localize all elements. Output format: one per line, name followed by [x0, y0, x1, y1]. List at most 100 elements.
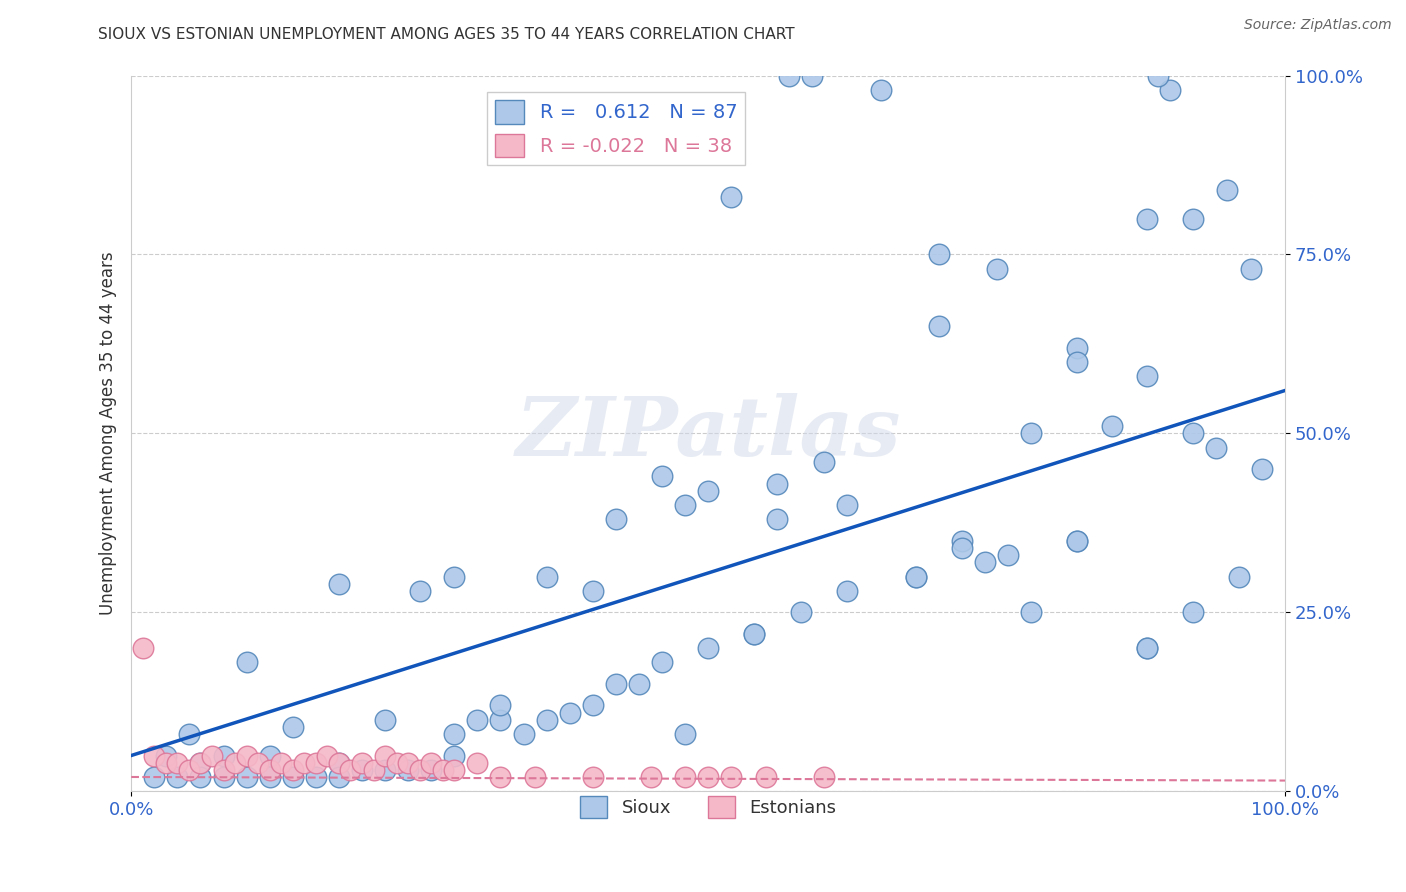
Point: [350, 763, 373, 777]
Point: [328, 576, 350, 591]
Point: [673, 727, 696, 741]
Point: [1066, 533, 1088, 548]
Point: [904, 569, 927, 583]
Point: [374, 763, 396, 777]
Point: [801, 69, 824, 83]
Point: [443, 748, 465, 763]
Point: [536, 713, 558, 727]
Point: [190, 756, 212, 770]
Point: [235, 748, 257, 763]
Point: [605, 512, 627, 526]
Point: [720, 770, 742, 784]
Point: [640, 770, 662, 784]
Point: [950, 533, 973, 548]
Point: [166, 756, 188, 770]
Point: [627, 677, 650, 691]
Text: ZIPatlas: ZIPatlas: [516, 393, 901, 474]
Point: [247, 756, 270, 770]
Point: [132, 641, 155, 656]
Point: [143, 770, 166, 784]
Point: [1066, 533, 1088, 548]
Point: [467, 713, 489, 727]
Point: [1181, 211, 1204, 226]
Point: [489, 770, 512, 784]
Point: [396, 763, 419, 777]
Point: [374, 748, 396, 763]
Point: [778, 69, 800, 83]
Point: [755, 770, 778, 784]
Point: [281, 720, 304, 734]
Point: [1205, 441, 1227, 455]
Point: [673, 498, 696, 512]
Point: [697, 770, 720, 784]
Point: [744, 627, 766, 641]
Point: [605, 677, 627, 691]
Point: [558, 706, 581, 720]
Point: [177, 763, 200, 777]
Point: [835, 498, 858, 512]
Point: [974, 555, 997, 569]
Y-axis label: Unemployment Among Ages 35 to 44 years: Unemployment Among Ages 35 to 44 years: [100, 252, 117, 615]
Point: [1019, 426, 1042, 441]
Point: [997, 548, 1019, 562]
Point: [1147, 69, 1170, 83]
Text: Source: ZipAtlas.com: Source: ZipAtlas.com: [1244, 18, 1392, 32]
Point: [190, 756, 212, 770]
Point: [835, 583, 858, 598]
Point: [177, 727, 200, 741]
Point: [281, 770, 304, 784]
Point: [813, 770, 835, 784]
Point: [512, 727, 534, 741]
Point: [155, 748, 177, 763]
Point: [420, 756, 443, 770]
Point: [270, 756, 292, 770]
Point: [1136, 641, 1159, 656]
Point: [950, 541, 973, 555]
Point: [1216, 183, 1239, 197]
Point: [339, 763, 361, 777]
Point: [1181, 426, 1204, 441]
Point: [651, 469, 673, 483]
Point: [489, 698, 512, 713]
Point: [582, 770, 605, 784]
Point: [409, 583, 432, 598]
Point: [467, 756, 489, 770]
Point: [235, 656, 257, 670]
Point: [904, 569, 927, 583]
Point: [224, 756, 246, 770]
Point: [766, 512, 789, 526]
Point: [1136, 211, 1159, 226]
Point: [409, 763, 432, 777]
Point: [201, 748, 224, 763]
Point: [536, 569, 558, 583]
Point: [928, 319, 950, 334]
Point: [443, 763, 465, 777]
Point: [259, 748, 281, 763]
Point: [212, 770, 235, 784]
Point: [524, 770, 547, 784]
Point: [813, 455, 835, 469]
Point: [1101, 419, 1123, 434]
Point: [697, 483, 720, 498]
Point: [305, 756, 328, 770]
Point: [1019, 605, 1042, 619]
Point: [489, 713, 512, 727]
Point: [212, 763, 235, 777]
Point: [582, 583, 605, 598]
Point: [1066, 341, 1088, 355]
Point: [155, 756, 177, 770]
Point: [143, 748, 166, 763]
Point: [744, 627, 766, 641]
Point: [986, 261, 1008, 276]
Point: [443, 727, 465, 741]
Point: [281, 763, 304, 777]
Point: [190, 770, 212, 784]
Point: [870, 83, 893, 97]
Point: [212, 748, 235, 763]
Point: [374, 713, 396, 727]
Point: [673, 770, 696, 784]
Point: [432, 763, 454, 777]
Point: [292, 756, 315, 770]
Point: [720, 190, 742, 204]
Point: [766, 476, 789, 491]
